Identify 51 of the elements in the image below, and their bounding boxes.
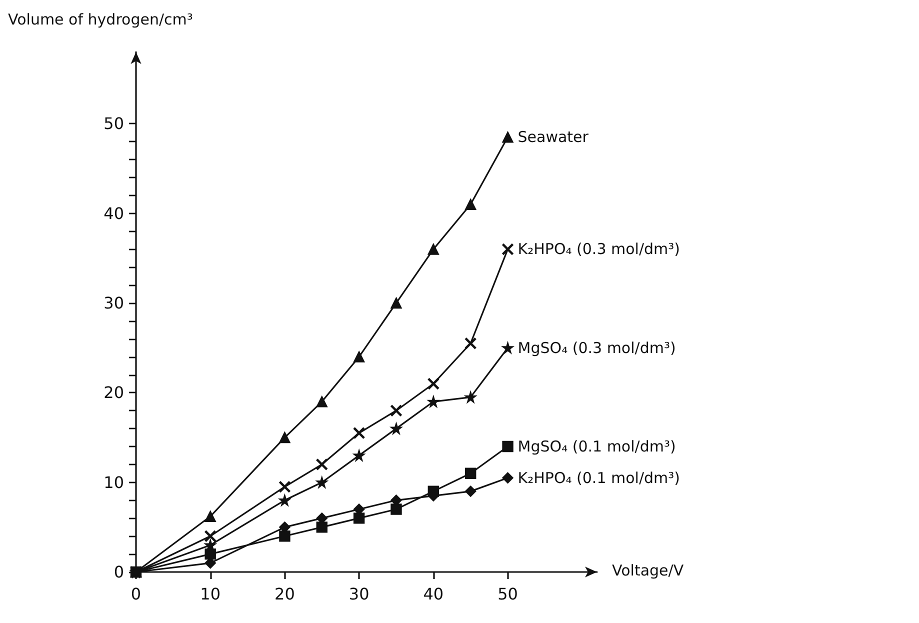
series-label: K₂HPO₄ (0.3 mol/dm³): [518, 240, 680, 258]
point: [502, 342, 514, 354]
point: [204, 530, 216, 542]
series-label: MgSO₄ (0.1 mol/dm³): [518, 437, 676, 456]
point: [464, 198, 476, 210]
point: [204, 548, 216, 560]
y-tick-label: 20: [104, 383, 124, 402]
y-tick-label: 0: [114, 562, 124, 582]
series-label: MgSO₄ (0.3 mol/dm³): [518, 338, 676, 357]
y-tick-label: 40: [104, 204, 124, 223]
y-tick-label: 10: [104, 472, 124, 492]
y-tick-label: 50: [104, 114, 124, 134]
point: [428, 244, 440, 255]
point: [390, 422, 402, 434]
point: [502, 440, 514, 452]
point: [464, 392, 476, 403]
point: [279, 432, 290, 444]
point: [316, 396, 328, 408]
point: [316, 458, 328, 470]
series-label: Seawater: [518, 128, 590, 146]
point: [502, 244, 514, 255]
x-tick-label: 50: [498, 584, 518, 604]
x-tick-label: 10: [200, 584, 221, 604]
point: [279, 494, 290, 506]
point: [279, 530, 290, 542]
point: [353, 512, 365, 524]
point: [316, 476, 328, 488]
x-tick-label: 20: [274, 584, 295, 604]
x-tick-label: 0: [130, 584, 142, 604]
point: [390, 504, 402, 515]
point: [428, 378, 440, 390]
point: [204, 510, 216, 522]
y-tick-label: 30: [104, 294, 124, 313]
point: [502, 472, 514, 484]
point: [279, 481, 290, 492]
point: [353, 351, 365, 362]
point: [353, 427, 365, 439]
point: [390, 405, 402, 416]
series-label: K₂HPO₄ (0.1 mol/dm³): [518, 468, 680, 487]
point: [428, 396, 440, 408]
point: [353, 450, 365, 462]
y-axis-title: Volume of hydrogen/cm³: [8, 10, 193, 28]
point: [316, 522, 328, 533]
x-tick-label: 30: [348, 584, 370, 604]
point: [464, 338, 476, 349]
point: [464, 486, 476, 497]
point: [464, 468, 476, 479]
point: [390, 297, 402, 309]
x-tick-label: 40: [423, 584, 444, 604]
point: [502, 132, 514, 143]
x-axis-title: Voltage/V: [612, 562, 684, 580]
